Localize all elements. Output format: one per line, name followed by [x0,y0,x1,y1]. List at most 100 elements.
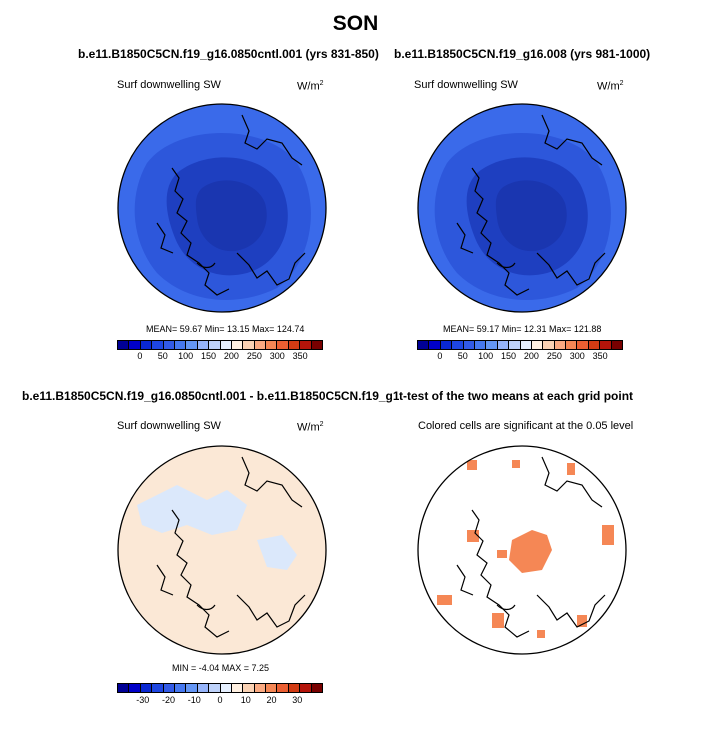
colorbar-tick-label: 200 [223,351,239,361]
diff-panel-title: b.e11.B1850C5CN.f19_g16.0850cntl.001 - b… [22,389,430,403]
colorbar-tick-label: 300 [269,351,285,361]
colorbar-swatch [311,341,323,349]
colorbar-swatch [497,341,510,349]
ctrl-map-border [117,103,327,313]
colorbar-swatch [118,684,130,692]
ctrl-subtitle: Surf downwelling SW [117,79,221,91]
colorbar-swatch [197,684,210,692]
colorbar-tick-label: -30 [136,695,150,705]
ctrl-stats: MEAN= 59.67 Min= 13.15 Max= 124.74 [146,324,305,334]
exp-colorbar-labels: 0 50 100 150 200 250 300 350 [417,351,623,363]
exp-units: W/m2 [597,80,624,93]
colorbar-swatch [300,341,312,349]
colorbar-swatch [311,684,323,692]
colorbar-swatch [209,684,221,692]
colorbar-swatch [300,684,312,692]
ctrl-panel-title: b.e11.B1850C5CN.f19_g16.0850cntl.001 (yr… [78,47,379,61]
diff-subtitle: Surf downwelling SW [117,420,221,432]
colorbar-swatch [288,341,301,349]
colorbar-swatch [440,341,453,349]
colorbar-swatch [243,684,255,692]
colorbar-swatch [566,341,578,349]
colorbar-tick-label: 300 [569,351,585,361]
colorbar-swatch [140,341,153,349]
colorbar-swatch [209,341,221,349]
colorbar-swatch [152,684,164,692]
exp-subtitle: Surf downwelling SW [414,79,518,91]
colorbar-swatch [186,341,198,349]
colorbar-tick-label: 350 [292,351,308,361]
ctrl-polar-map [117,103,327,313]
colorbar-swatch [174,684,187,692]
diff-coastlines [156,456,306,638]
colorbar-swatch [554,341,567,349]
colorbar-tick-label: 0 [137,351,143,361]
colorbar-swatch [220,341,232,349]
ctrl-units: W/m2 [297,80,324,93]
colorbar-swatch [163,684,175,692]
colorbar-swatch [140,684,153,692]
colorbar-swatch [543,341,555,349]
colorbar-swatch [429,341,441,349]
colorbar-swatch [231,684,244,692]
colorbar-swatch [463,341,475,349]
figure-title: SON [332,12,379,35]
colorbar-tick-label: 100 [178,351,194,361]
exp-stats: MEAN= 59.17 Min= 12.31 Max= 121.88 [443,324,602,334]
colorbar-tick-label: 200 [523,351,539,361]
colorbar-swatch [118,341,130,349]
colorbar-tick-label: 100 [478,351,494,361]
colorbar-swatch [129,341,141,349]
exp-coastlines [456,114,606,296]
diff-colorbar [117,683,323,693]
colorbar-tick-label: 150 [201,351,217,361]
colorbar-swatch [277,341,289,349]
exp-panel-title: b.e11.B1850C5CN.f19_g16.008 (yrs 981-100… [394,47,651,61]
colorbar-tick-label: 250 [246,351,262,361]
diff-stats: MIN = -4.04 MAX = 7.25 [172,663,270,673]
colorbar-swatch [231,341,244,349]
colorbar-swatch [254,341,267,349]
diff-map-border [117,445,327,655]
colorbar-swatch [288,684,301,692]
diff-units: W/m2 [297,421,324,434]
colorbar-tick-label: 50 [157,351,168,361]
colorbar-swatch [266,341,278,349]
ctrl-colorbar-labels: 0 50 100 150 200 250 300 350 [117,351,323,363]
ctrl-coastlines [156,114,306,296]
colorbar-swatch [174,341,187,349]
diff-field-negative-2 [257,535,297,570]
colorbar-swatch [186,684,198,692]
colorbar-tick-label: 0 [217,695,223,705]
colorbar-swatch [197,341,210,349]
exp-colorbar [417,340,623,350]
exp-polar-map [417,103,627,313]
colorbar-swatch [509,341,521,349]
diff-colorbar-labels: -30 -20 -10 0 10 20 30 [117,695,323,707]
colorbar-tick-label: 150 [501,351,517,361]
colorbar-tick-label: 20 [266,695,277,705]
diff-field-negative [137,485,247,535]
colorbar-tick-label: -20 [161,695,176,705]
colorbar-tick-label: 10 [240,695,251,705]
ttest-polar-map [417,445,627,655]
ttest-panel-title: t-test of the two means at each grid poi… [399,389,634,403]
colorbar-swatch [577,341,589,349]
ttest-map-border [417,445,627,655]
colorbar-swatch [266,684,278,692]
ctrl-colorbar [117,340,323,350]
ctrl-field-core [195,180,267,252]
colorbar-swatch [254,684,267,692]
colorbar-swatch [474,341,487,349]
colorbar-swatch [220,684,232,692]
colorbar-swatch [611,341,623,349]
ttest-coastlines [456,456,606,638]
colorbar-swatch [152,341,164,349]
colorbar-swatch [520,341,532,349]
colorbar-swatch [600,341,612,349]
significant-cells [437,460,614,638]
colorbar-swatch [452,341,464,349]
colorbar-swatch [243,341,255,349]
colorbar-swatch [418,341,430,349]
colorbar-tick-label: 0 [437,351,443,361]
